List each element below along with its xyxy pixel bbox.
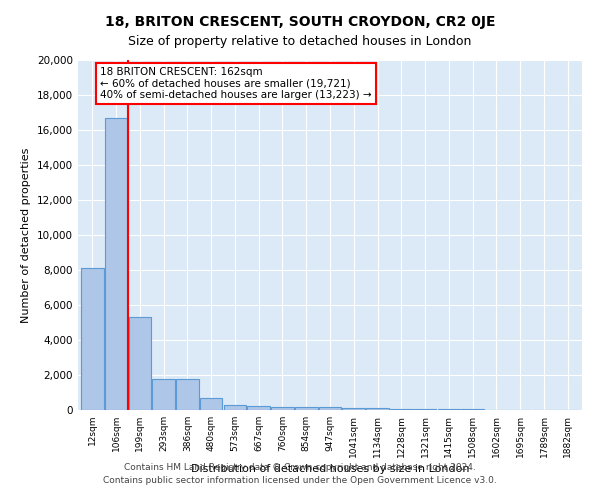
Bar <box>152 380 175 410</box>
Y-axis label: Number of detached properties: Number of detached properties <box>22 148 31 322</box>
X-axis label: Distribution of detached houses by size in London: Distribution of detached houses by size … <box>191 464 469 474</box>
Bar <box>414 409 436 410</box>
Bar <box>319 407 341 410</box>
Bar <box>200 398 223 410</box>
Text: 18 BRITON CRESCENT: 162sqm
← 60% of detached houses are smaller (19,721)
40% of : 18 BRITON CRESCENT: 162sqm ← 60% of deta… <box>100 67 371 100</box>
Bar <box>271 406 294 410</box>
Text: 18, BRITON CRESCENT, SOUTH CROYDON, CR2 0JE: 18, BRITON CRESCENT, SOUTH CROYDON, CR2 … <box>105 15 495 29</box>
Bar <box>247 406 270 410</box>
Bar <box>390 408 413 410</box>
Bar <box>295 407 317 410</box>
Bar <box>224 405 246 410</box>
Text: Contains HM Land Registry data © Crown copyright and database right 2024.
Contai: Contains HM Land Registry data © Crown c… <box>103 464 497 485</box>
Bar <box>343 408 365 410</box>
Bar <box>81 268 104 410</box>
Bar <box>366 408 389 410</box>
Bar <box>176 380 199 410</box>
Bar <box>105 118 127 410</box>
Bar <box>128 318 151 410</box>
Text: Size of property relative to detached houses in London: Size of property relative to detached ho… <box>128 35 472 48</box>
